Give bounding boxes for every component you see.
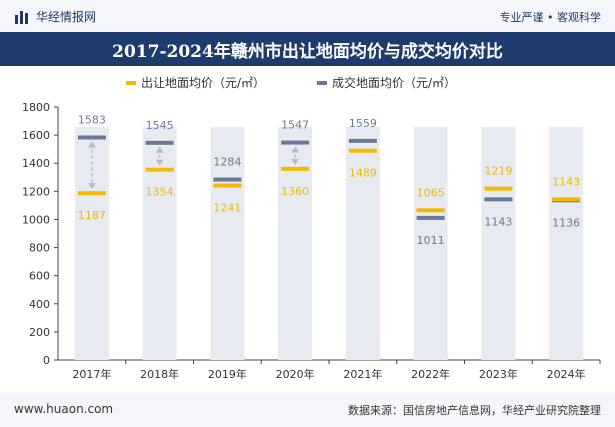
bar-chart-logo-icon xyxy=(14,10,30,24)
y-tick-label: 800 xyxy=(29,242,50,255)
chart-area: 出让地面均价（元/㎡） 成交地面均价（元/㎡） 0 200 400 600 800 100… xyxy=(22,75,601,381)
sell-price-marker xyxy=(213,183,242,188)
y-tick-label: 600 xyxy=(29,270,50,283)
deal-price-label: 1136 xyxy=(552,216,580,229)
x-tick-label: 2024年 xyxy=(547,367,586,381)
sell-price-label: 1241 xyxy=(213,202,241,215)
legend-swatch-deal xyxy=(317,81,327,85)
legend-swatch-sell xyxy=(126,81,136,85)
background-column xyxy=(481,127,516,360)
top-bar: 华经情报网 专业严谨 • 客观科学 xyxy=(0,0,615,32)
background-column xyxy=(74,127,109,360)
deal-price-marker xyxy=(77,135,106,140)
x-tick-label: 2019年 xyxy=(208,367,247,381)
footer: www.huaon.com 数据来源：国信房地产信息网，华经产业研究院整理 xyxy=(0,393,615,427)
site-url[interactable]: www.huaon.com xyxy=(14,402,114,416)
sell-price-label: 1143 xyxy=(552,175,580,188)
deal-price-marker xyxy=(213,177,242,182)
sell-price-label: 1219 xyxy=(484,165,512,178)
sell-price-label: 1354 xyxy=(146,186,174,199)
background-column xyxy=(413,127,448,360)
y-tick-label: 0 xyxy=(43,354,50,367)
plot-area: 0 200 400 600 800 1000 1200 1400 1600 1800 2017年 15… xyxy=(22,101,601,381)
sell-price-marker xyxy=(552,197,581,202)
deal-price-marker xyxy=(281,140,310,145)
gap-arrow-head-down xyxy=(155,159,164,166)
y-tick-label: 1800 xyxy=(22,101,50,114)
sell-price-marker xyxy=(145,167,174,172)
x-tick-label: 2021年 xyxy=(343,367,382,381)
y-tick-label: 1600 xyxy=(22,129,50,142)
x-tick-label: 2018年 xyxy=(140,367,179,381)
y-tick-label: 1200 xyxy=(22,185,50,198)
data-source: 数据来源：国信房地产信息网，华经产业研究院整理 xyxy=(348,404,601,417)
tagline: 专业严谨 • 客观科学 xyxy=(499,11,601,24)
legend-label-deal: 成交地面均价（元/㎡） xyxy=(332,75,456,90)
x-tick-label: 2020年 xyxy=(276,367,315,381)
sell-price-label: 1065 xyxy=(417,186,445,199)
deal-price-marker xyxy=(145,140,174,145)
legend: 出让地面均价（元/㎡） 成交地面均价（元/㎡） xyxy=(126,75,456,90)
deal-price-label: 1559 xyxy=(349,117,377,130)
legend-label-sell: 出让地面均价（元/㎡） xyxy=(141,76,265,90)
background-column xyxy=(142,127,177,360)
deal-price-label: 1545 xyxy=(146,119,174,132)
deal-price-label: 1284 xyxy=(213,156,241,169)
deal-price-label: 1547 xyxy=(281,119,309,132)
sell-price-marker xyxy=(484,186,513,191)
y-tick-label: 200 xyxy=(29,326,50,339)
background-column xyxy=(549,127,584,360)
background-column xyxy=(278,127,313,360)
sell-price-marker xyxy=(416,208,445,213)
deal-price-marker xyxy=(416,215,445,220)
gap-arrow-head-up xyxy=(155,146,164,153)
sell-price-label: 1360 xyxy=(281,185,309,198)
gap-arrow-head-up xyxy=(291,146,300,153)
gap-arrow-head-up xyxy=(87,141,96,148)
gap-arrow-head-down xyxy=(87,183,96,190)
deal-price-label: 1011 xyxy=(417,234,445,247)
x-tick-label: 2023年 xyxy=(479,367,518,381)
sell-price-label: 1187 xyxy=(78,209,106,222)
background-column xyxy=(210,127,245,360)
y-tick-label: 1000 xyxy=(22,213,50,226)
deal-price-label: 1143 xyxy=(484,215,512,228)
gap-arrow-head-down xyxy=(291,158,300,165)
sell-price-marker xyxy=(281,166,310,171)
y-tick-label: 400 xyxy=(29,298,50,311)
y-tick-label: 1400 xyxy=(22,157,50,170)
deal-price-label: 1583 xyxy=(78,114,106,127)
sell-price-marker xyxy=(77,191,106,196)
deal-price-marker xyxy=(348,138,377,143)
chart-title: 2017-2024年赣州市出让地面均价与成交均价对比 xyxy=(0,32,615,66)
brand-name: 华经情报网 xyxy=(36,10,97,24)
sell-price-marker xyxy=(348,148,377,153)
brand[interactable]: 华经情报网 xyxy=(14,8,96,25)
sell-price-label: 1489 xyxy=(349,167,377,180)
background-column xyxy=(345,127,380,360)
deal-price-marker xyxy=(484,197,513,202)
x-tick-label: 2022年 xyxy=(411,367,450,381)
x-tick-label: 2017年 xyxy=(72,367,111,381)
